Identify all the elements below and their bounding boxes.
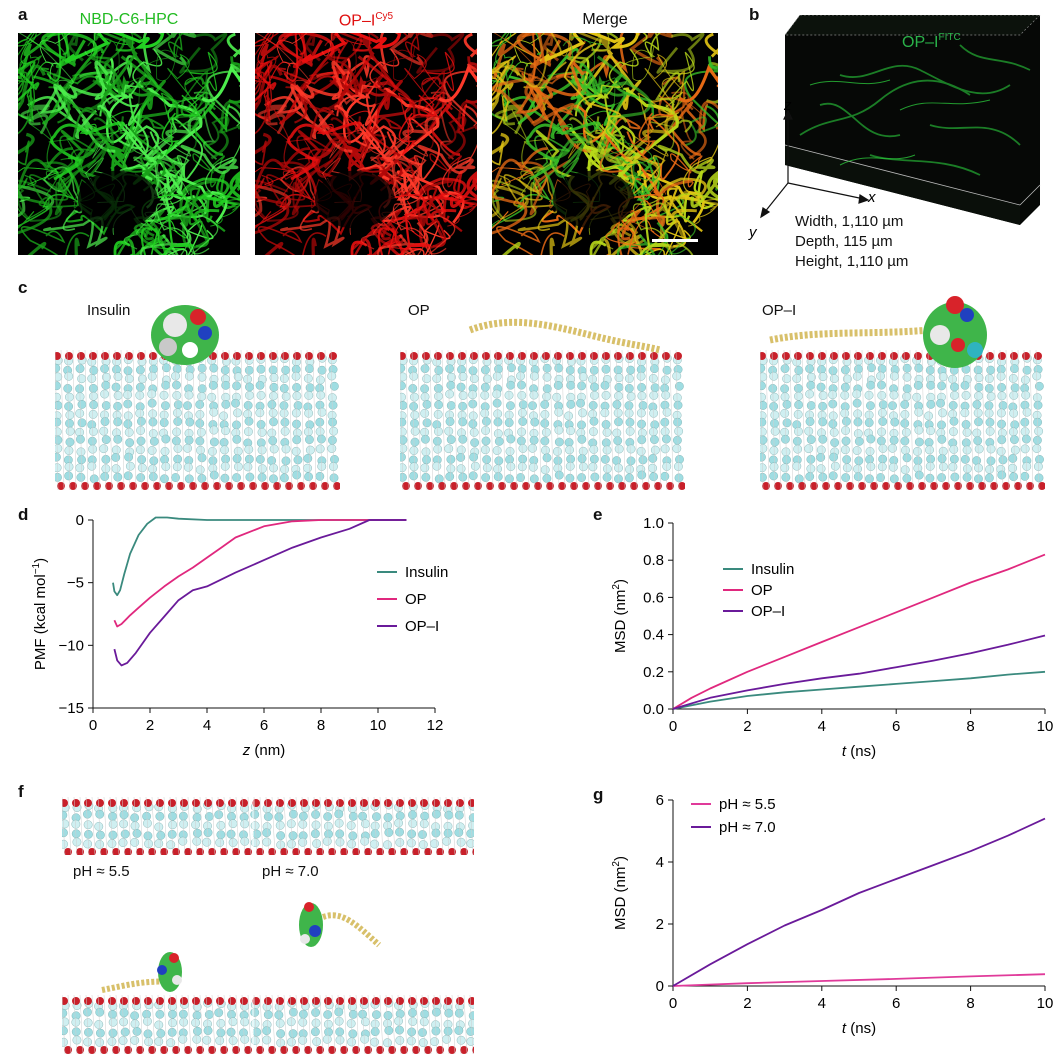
panel-b-label: b [749,5,760,24]
x-axis-title: z (nm) [242,742,286,759]
y-tick-label: 6 [656,792,664,809]
y-tick-label: 0 [656,978,664,995]
legend-label: pH ≈ 5.5 [719,796,776,813]
insulin-protein [151,305,219,365]
y-tick-label: 4 [656,854,664,871]
series-line-op [672,553,1046,710]
y-tick-label: 1.0 [643,515,664,532]
x-tick-label: 0 [89,717,97,734]
x-axis-title: t (ns) [842,743,876,760]
ph-membrane-bottom [62,902,474,1055]
y-tick-label: −15 [59,700,84,717]
x-tick-label: 0 [669,995,677,1012]
x-tick-label: 0 [669,718,677,735]
y-tick-label: 0.6 [643,589,664,606]
opi-membrane-simulation [760,296,1045,491]
panel-g-label: g [593,785,604,804]
x-tick-label: 4 [818,995,826,1012]
msd-chart-g: 0 2 4 6 8 10 0 2 4 6 t (ns) MSD (nm2) pH ≈ 5.5 pH ≈ 7… [611,792,1054,1037]
legend-label: pH ≈ 7.0 [719,819,776,836]
panel-c-title-insulin: Insulin [87,302,131,319]
volume-dimensions: Width, 1,110 µm Depth, 115 µm Height, 1,… [795,212,908,272]
panel-a-green-title: NBD-C6-HPC [79,11,179,28]
x-tick-label: 2 [743,995,751,1012]
series-line-op-i [672,634,1046,710]
x-tick-label: 8 [317,717,325,734]
x-tick-label: 4 [203,717,211,734]
red-fluorescence-image [255,33,477,255]
series-line-ph-7-0 [672,817,1046,987]
op-polymer [468,318,661,354]
panel-a-label: a [18,5,28,24]
series-line-insulin [672,670,1046,710]
pmf-chart: 0 2 4 6 8 10 12 0 −5 −10 −15 z (nm) PMF (kcal mol−1)… [31,512,448,759]
x-tick-label: 10 [370,717,387,734]
legend-label: Insulin [405,564,448,581]
op-membrane-simulation [400,318,685,491]
panel-d-label: d [18,505,29,524]
released-opi-complex [299,902,382,948]
x-tick-label: 8 [966,995,974,1012]
y-tick-label: 0.8 [643,552,664,569]
x-tick-label: 8 [966,718,974,735]
x-tick-label: 4 [818,718,826,735]
series-line-op-i [113,519,407,667]
panel-c-title-opi: OP–I [762,302,797,319]
panel-e-label: e [593,505,603,524]
opi-protein [923,296,987,368]
y-tick-label: 0.2 [643,664,664,681]
panel-f-label: f [18,782,24,801]
panel-a-merge-title: Merge [582,11,628,28]
green-fluorescence-image [18,33,240,255]
y-tick-label: −10 [59,637,84,654]
depth-label: Depth, 115 µm [795,233,893,250]
ph-label-70: pH ≈ 7.0 [262,863,319,880]
merge-fluorescence-image [492,33,718,255]
series-line-ph-5-5 [672,973,1046,987]
y-axis-label: y [748,224,758,241]
confocal-3d-volume: OP–IFITC z x y [748,15,1041,241]
legend-label: OP [405,591,427,608]
probe-label: OP–IFITC [902,32,961,51]
y-axis-title: MSD (nm2) [611,579,629,653]
legend-label: OP [751,582,773,599]
legend-label: OP–I [751,603,785,620]
x-tick-label: 6 [892,718,900,735]
y-axis-title: PMF (kcal mol−1) [31,558,49,670]
y-axis-title: MSD (nm2) [611,856,629,930]
x-tick-label: 6 [260,717,268,734]
panel-c-title-op: OP [408,302,430,319]
panel-a-red-title: OP–ICy5 [338,11,394,30]
x-tick-label: 6 [892,995,900,1012]
scale-bar [652,239,698,242]
insulin-membrane-simulation [55,305,340,491]
axis-triad [760,109,870,219]
series-line-insulin [112,516,407,597]
x-tick-label: 10 [1037,718,1054,735]
y-tick-label: −5 [67,575,84,592]
series-line-op [113,519,407,628]
x-tick-label: 10 [1037,995,1054,1012]
y-tick-label: 0.0 [643,701,664,718]
panel-c-label: c [18,278,28,297]
x-axis-title: t (ns) [842,1020,876,1037]
ph-membrane-top [62,795,474,855]
x-tick-label: 2 [146,717,154,734]
ph-label-55: pH ≈ 5.5 [73,863,130,880]
y-tick-label: 0 [76,512,84,529]
z-axis-label: z [783,97,792,114]
x-axis-label: x [867,189,876,206]
bound-opi-complex [101,952,182,993]
width-label: Width, 1,110 µm [795,213,904,230]
height-label: Height, 1,110 µm [795,253,909,270]
opi-polymer [769,326,931,344]
legend-label: Insulin [751,561,794,578]
x-tick-label: 2 [743,718,751,735]
y-tick-label: 0.4 [643,627,664,644]
y-tick-label: 2 [656,916,664,933]
msd-chart-e: 0 2 4 6 8 10 0.0 0.2 0.4 0.6 0.8 1.0 t (ns) MSD (nm2)… [611,515,1054,760]
x-tick-label: 12 [427,717,444,734]
legend-label: OP–I [405,618,439,635]
